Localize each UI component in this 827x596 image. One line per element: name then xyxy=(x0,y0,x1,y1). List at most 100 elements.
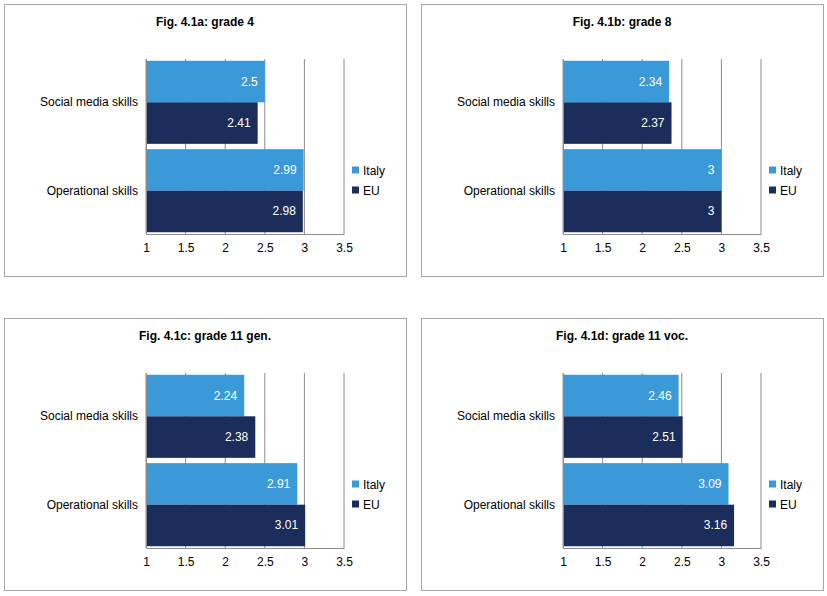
bar xyxy=(563,416,683,458)
bar xyxy=(563,149,721,191)
grid-line xyxy=(344,373,345,548)
tick-label: 1.5 xyxy=(178,241,195,255)
bar xyxy=(146,463,297,505)
tick-label: 2.5 xyxy=(674,555,691,569)
chart-title: Fig. 4.1b: grade 8 xyxy=(573,15,672,29)
data-label: 3 xyxy=(708,204,715,218)
bars xyxy=(146,61,304,232)
category-label: Operational skills xyxy=(464,184,555,198)
tick-label: 2.5 xyxy=(257,241,274,255)
axis-line xyxy=(564,234,762,235)
tick-label: 3 xyxy=(302,555,309,569)
data-label: 2.37 xyxy=(641,116,665,130)
tick: Social media skills xyxy=(40,95,146,109)
axis-line xyxy=(146,374,147,549)
tick-label: 1 xyxy=(143,555,150,569)
grid-line xyxy=(304,59,305,234)
legend-marker xyxy=(769,167,776,174)
tick: 1 xyxy=(560,234,567,255)
panel-frame xyxy=(422,319,824,591)
legend-label: Italy xyxy=(780,478,802,492)
tick: 3.5 xyxy=(753,234,770,255)
legend-marker xyxy=(769,481,776,488)
data-label: 2.51 xyxy=(652,430,676,444)
data-label: 2.24 xyxy=(214,389,238,403)
tick: 3.5 xyxy=(336,548,353,569)
chart-panel: Fig. 4.1d: grade 11 voc.2.463.092.513.16… xyxy=(422,319,824,591)
data-labels: 2.24 2.91 2.38 3.01 xyxy=(214,389,299,533)
tick: 3.5 xyxy=(336,234,353,255)
axis-line xyxy=(564,548,762,549)
tick: 2.5 xyxy=(257,234,274,255)
tick-label: 3.5 xyxy=(336,241,353,255)
grid-line xyxy=(563,59,564,234)
data-label: 2.99 xyxy=(273,163,297,177)
x-axis: 11.522.533.5 xyxy=(560,548,770,569)
chart-title: Fig. 4.1a: grade 4 xyxy=(156,15,254,29)
tick-label: 1 xyxy=(560,241,567,255)
tick-label: 1 xyxy=(143,241,150,255)
category-label: Social media skills xyxy=(457,95,555,109)
bars xyxy=(146,375,305,546)
axis-line xyxy=(563,60,564,235)
legend: Italy EU xyxy=(352,478,385,512)
legend-label: EU xyxy=(363,498,380,512)
legend-label: Italy xyxy=(780,164,802,178)
figure: Fig. 4.1a: grade 4 2.5 2.99 2.41 2.98 1 1.5 2 2.… xyxy=(0,0,827,596)
axis-line xyxy=(146,60,147,235)
data-labels: 2.34 3 2.37 3 xyxy=(639,75,715,219)
x-axis: 11.522.533.5 xyxy=(560,234,770,255)
data-label: 3 xyxy=(708,163,715,177)
legend: Italy EU xyxy=(769,478,802,512)
legend-marker xyxy=(352,501,359,508)
tick: 1 xyxy=(560,548,567,569)
tick: 3 xyxy=(719,548,726,569)
tick: 2 xyxy=(222,548,229,569)
legend-label: EU xyxy=(780,498,797,512)
grid-line xyxy=(761,373,762,548)
tick-label: 3.5 xyxy=(753,241,770,255)
grid xyxy=(146,373,344,548)
grid xyxy=(563,373,761,548)
grid xyxy=(146,59,344,234)
data-label: 2.46 xyxy=(648,389,672,403)
axis-line xyxy=(147,234,345,235)
x-axis: 11.522.533.5 xyxy=(143,548,353,569)
tick: 1 xyxy=(143,548,150,569)
bar xyxy=(146,102,258,144)
panel-frame xyxy=(422,5,824,277)
chart-panel: Fig. 4.1c: grade 11 gen.2.242.912.383.01… xyxy=(5,319,407,591)
legend-marker xyxy=(352,187,359,194)
data-label: 2.98 xyxy=(272,204,296,218)
tick: 2 xyxy=(222,234,229,255)
data-label: 2.38 xyxy=(225,430,249,444)
bars xyxy=(563,375,734,546)
panel-frame xyxy=(5,5,407,277)
data-label: 3.09 xyxy=(698,477,722,491)
tick: 1.5 xyxy=(178,548,195,569)
tick: 3 xyxy=(719,234,726,255)
tick-label: 1.5 xyxy=(178,555,195,569)
tick: Social media skills xyxy=(457,409,563,423)
data-label: 3.01 xyxy=(275,518,299,532)
tick: 3 xyxy=(302,548,309,569)
grid-line xyxy=(563,373,564,548)
tick-label: 1.5 xyxy=(595,555,612,569)
bar xyxy=(146,375,244,417)
axis-line xyxy=(563,374,564,549)
legend-marker xyxy=(352,167,359,174)
data-label: 2.91 xyxy=(267,477,291,491)
legend-marker xyxy=(352,481,359,488)
tick: 1 xyxy=(143,234,150,255)
category-label: Operational skills xyxy=(47,184,138,198)
tick: Social media skills xyxy=(457,95,563,109)
axis-line xyxy=(147,548,345,549)
bar xyxy=(563,102,672,144)
tick: 2.5 xyxy=(674,548,691,569)
y-axis: Social media skills Operational skills xyxy=(457,60,564,235)
data-label: 2.41 xyxy=(227,116,251,130)
bar xyxy=(146,61,265,103)
legend-label: Italy xyxy=(363,478,385,492)
data-label: 2.34 xyxy=(639,75,663,89)
category-label: Social media skills xyxy=(40,95,138,109)
